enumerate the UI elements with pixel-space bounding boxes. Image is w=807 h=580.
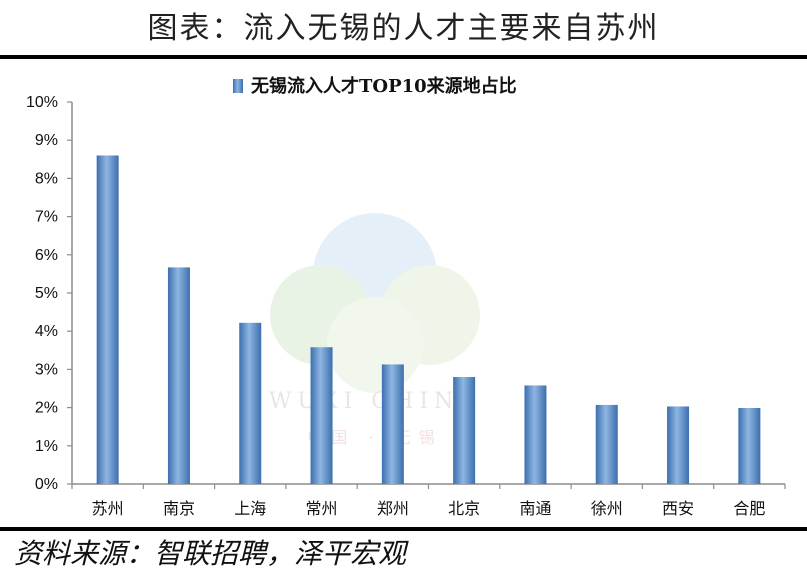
legend: 无锡流入人才TOP10来源地占比 [233,75,517,97]
bar [453,377,476,484]
bar [167,267,190,484]
watermark-logo: WUXI CHINA 中国 · 无锡 [269,213,481,447]
y-tick-label: 6% [35,247,58,264]
x-axis-ticks [71,484,786,489]
top-rule [0,55,807,59]
category-label: 西安 [662,499,694,518]
bar [667,406,690,484]
y-tick-label: 1% [35,438,58,455]
bar [96,155,119,484]
bottom-rule [0,527,807,531]
y-tick-label: 5% [35,285,58,302]
bar [381,364,404,484]
category-labels: 苏州 南京 上海 常州 郑州 北京 南通 徐州 西安 合肥 [92,499,766,518]
legend-swatch [233,79,243,93]
legend-label: 无锡流入人才TOP10来源地占比 [251,75,517,97]
category-label: 北京 [448,499,480,518]
category-label: 南京 [163,499,195,518]
y-tick-label: 8% [35,170,58,187]
bar-chart: WUXI CHINA 中国 · 无锡 无锡流入人才TOP10来源地占比 0% 1%… [26,75,786,518]
y-tick-label: 10% [26,94,58,111]
watermark-text: WUXI CHINA [269,389,481,414]
bar [310,347,333,484]
y-tick-label: 3% [35,361,58,378]
category-label: 苏州 [92,499,124,518]
figure-title: 图表：流入无锡的人才主要来自苏州 [147,11,660,46]
y-tick-label: 2% [35,400,58,417]
y-axis-ticks: 0% 1% 2% 3% 4% 5% 6% 7% 8% 9% 10% [26,94,72,493]
category-label: 南通 [519,499,551,518]
category-label: 常州 [306,499,338,518]
bar [524,385,547,484]
category-label: 合肥 [733,499,765,518]
bar [738,407,761,484]
source-note: 资料来源：智联招聘，泽平宏观 [14,537,407,570]
bar [239,322,262,484]
category-label: 上海 [234,499,266,518]
y-tick-label: 0% [35,476,58,493]
bar [595,404,618,484]
y-tick-label: 4% [35,323,58,340]
y-tick-label: 9% [35,132,58,149]
bar-series [96,155,761,484]
category-label: 郑州 [377,499,409,518]
y-tick-label: 7% [35,209,58,226]
category-label: 徐州 [591,499,623,518]
